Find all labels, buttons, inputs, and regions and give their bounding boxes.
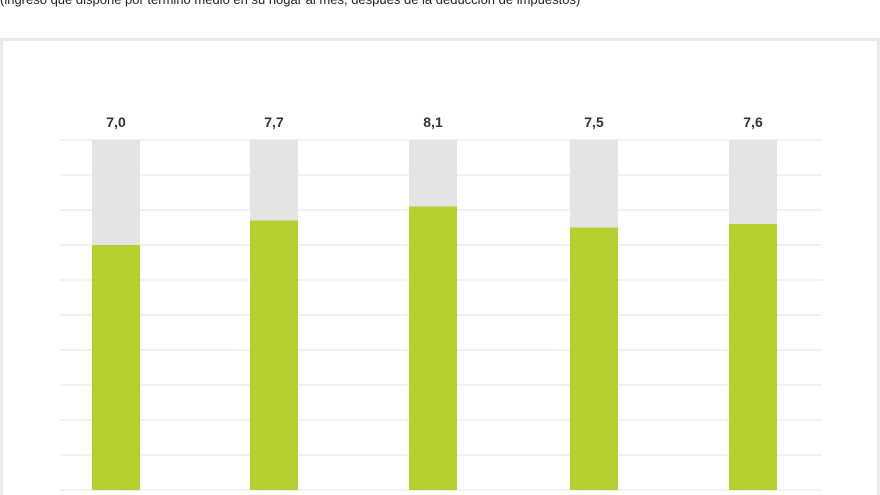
bar-value-label: 7,6 [743, 114, 763, 130]
bar [250, 220, 298, 490]
bar [92, 245, 140, 490]
chart-subtitle: (ingreso que dispone por término medio e… [0, 0, 880, 11]
bar-value-label: 7,0 [106, 114, 126, 130]
bar-value-label: 7,5 [584, 114, 604, 130]
bar [409, 206, 457, 490]
data-labels: 7,0 7,7 8,1 7,5 7,6 [106, 114, 763, 130]
bar-value-label: 7,7 [264, 114, 284, 130]
bar-value-label: 8,1 [423, 114, 443, 130]
bar [729, 224, 777, 490]
bars [92, 140, 777, 490]
bar [570, 227, 618, 490]
